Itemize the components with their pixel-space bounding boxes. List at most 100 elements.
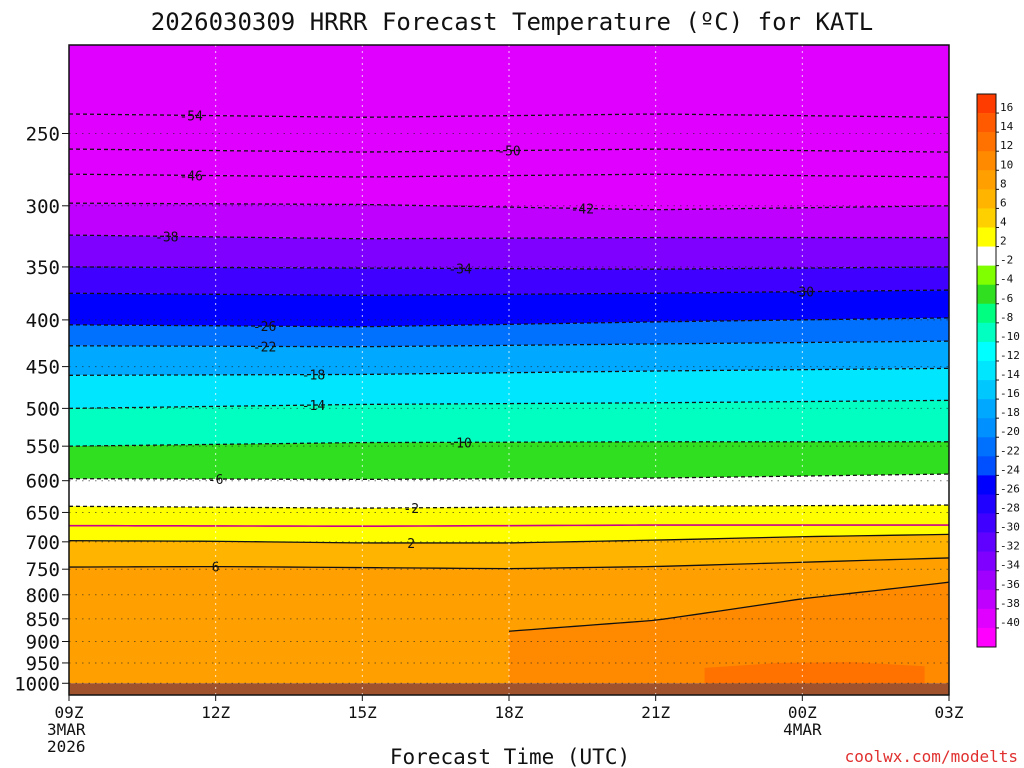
contour-label: -46: [179, 169, 202, 184]
colorbar-label: -22: [1000, 444, 1020, 457]
colorbar-label: -36: [1000, 578, 1020, 591]
y-tick-label: 700: [26, 532, 60, 554]
x-tick-label: 3MAR: [47, 720, 86, 739]
colorbar-swatch: [977, 94, 996, 114]
warm-pocket: [704, 662, 925, 684]
colorbar-swatch: [977, 608, 996, 629]
colorbar-label: -40: [1000, 616, 1020, 629]
colorbar-swatch: [977, 456, 996, 476]
chart-title: 2026030309 HRRR Forecast Temperature (ºC…: [151, 8, 873, 36]
colorbar-label: -26: [1000, 482, 1020, 495]
contour-2: [69, 533, 949, 544]
colorbar-swatch: [977, 322, 996, 343]
colorbar-label: 2: [1000, 235, 1007, 248]
plot-area: [69, 45, 949, 695]
colorbar-label: -28: [1000, 502, 1020, 515]
y-tick-label: 800: [26, 585, 60, 607]
contour-label: -26: [253, 320, 276, 335]
contour-label: -18: [302, 369, 325, 384]
colorbar-label: -12: [1000, 349, 1020, 362]
contour-label: -38: [155, 230, 178, 245]
x-tick-label: 2026: [47, 737, 86, 756]
y-tick-label: 500: [26, 398, 60, 420]
colorbar-swatch: [977, 589, 996, 610]
y-tick-label: 650: [26, 502, 60, 524]
colorbar-swatch: [977, 284, 996, 305]
y-tick-label: 450: [26, 357, 60, 379]
colorbar-swatch: [977, 532, 996, 552]
x-tick-label: 12Z: [201, 703, 230, 722]
colorbar-label: 4: [1000, 215, 1007, 228]
y-tick-label: 550: [26, 436, 60, 458]
y-tick-label: 750: [26, 559, 60, 581]
colorbar-label: -2: [1000, 254, 1013, 267]
colorbar-label: -24: [1000, 463, 1020, 476]
colorbar-swatch: [977, 132, 996, 152]
y-tick-label: 400: [26, 310, 60, 332]
contour-labels: -54-50-46-42-38-34-30-26-22-18-14-10-6-2…: [155, 109, 814, 576]
x-tick-label: 03Z: [935, 703, 964, 722]
y-tick-label: 850: [26, 609, 60, 631]
contour-label: -2: [403, 502, 419, 517]
colorbar-label: -30: [1000, 521, 1020, 534]
colorbar-swatch: [977, 246, 996, 266]
colorbar-swatch: [977, 437, 996, 457]
contour-label: -10: [448, 436, 471, 451]
contour-label: -22: [253, 340, 276, 355]
y-tick-label: 950: [26, 653, 60, 675]
y-tick-label: 300: [26, 196, 60, 218]
x-tick-label: 18Z: [495, 703, 524, 722]
colorbar-label: -10: [1000, 330, 1020, 343]
x-axis-label: Forecast Time (UTC): [390, 745, 630, 768]
x-tick-label: 15Z: [348, 703, 377, 722]
colorbar: 16 14 12 10 8 6 4 2 -2 -4 -6 -8 -10 -12 -14 -16 -18 -20 -2…: [976, 93, 1020, 648]
colorbar-swatch: [977, 113, 996, 133]
colorbar-label: 6: [1000, 196, 1007, 209]
contour-label: -6: [208, 473, 224, 488]
contour-label: -42: [571, 202, 594, 217]
colorbar-label: -16: [1000, 387, 1020, 400]
contour-label: -14: [302, 399, 326, 414]
contour-label: -54: [179, 109, 203, 124]
colorbar-swatch: [977, 189, 996, 209]
colorbar-label: -6: [1000, 292, 1013, 305]
colorbar-label: 8: [1000, 177, 1007, 190]
credit-link[interactable]: coolwx.com/modelts: [845, 747, 1018, 766]
colorbar-label: -38: [1000, 597, 1020, 610]
colorbar-label: 12: [1000, 139, 1013, 152]
colorbar-label: 10: [1000, 158, 1013, 171]
colorbar-swatch: [977, 399, 996, 419]
x-tick-label: 00Z: [788, 703, 817, 722]
colorbar-swatch: [977, 494, 996, 514]
colorbar-swatch: [977, 227, 996, 247]
contour-label: 2: [407, 537, 415, 552]
contour-line: [508, 581, 949, 632]
colorbar-label: -4: [1000, 273, 1014, 286]
colorbar-swatch: [977, 208, 996, 228]
y-axis: 2503003504004505005506006507007508008509…: [14, 124, 69, 695]
colorbar-swatch: [977, 360, 996, 381]
y-tick-label: 900: [26, 631, 60, 653]
colorbar-swatch: [977, 380, 996, 400]
colorbar-label: 14: [1000, 120, 1014, 133]
colorbar-swatch: [977, 303, 996, 324]
contour-label: -50: [497, 145, 520, 160]
contour-label: -30: [791, 286, 814, 301]
contour-label: -34: [448, 262, 472, 277]
y-tick-label: 250: [26, 124, 60, 146]
colorbar-label: -32: [1000, 540, 1020, 553]
colorbar-label: -8: [1000, 311, 1013, 324]
ground: [69, 683, 949, 695]
x-tick-label: 09Z: [55, 703, 84, 722]
colorbar-label: 16: [1000, 101, 1013, 114]
colorbar-label: -18: [1000, 406, 1020, 419]
y-tick-label: 350: [26, 257, 60, 279]
colorbar-label: -20: [1000, 425, 1020, 438]
colorbar-swatch: [977, 627, 996, 648]
colorbar-label: -34: [1000, 559, 1020, 572]
y-tick-label: 1000: [14, 673, 60, 695]
contour-label: 6: [212, 561, 220, 576]
colorbar-swatch: [977, 265, 996, 285]
